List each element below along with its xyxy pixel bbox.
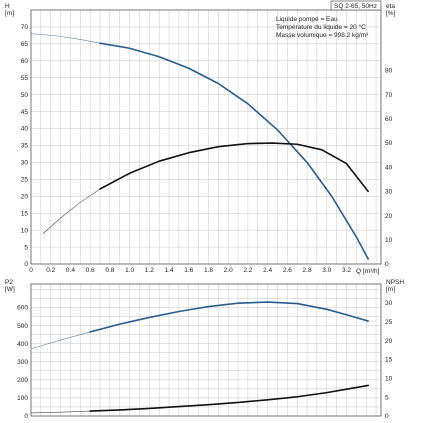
power-curve [89,301,369,333]
top-left-y-tick-label: 15 [21,210,29,217]
bottom-right-y-tick-label: 30 [385,300,393,307]
bottom-right-y-tick-label: 25 [385,319,393,326]
bottom-left-y-tick-label: 600 [17,305,28,312]
top-left-y-tick-label: 10 [21,227,29,234]
bottom-right-y-tick-label: 20 [385,338,393,345]
x-tick-label: 1.8 [204,267,213,274]
top-left-y-tick-label: 0 [24,261,28,268]
bottom-left-y-tick-label: 300 [17,359,28,366]
bottom-left-axis-label-symbol: P2 [5,279,13,286]
model-label: SQ 2-65, 50Hz [334,3,377,10]
x-tick-label: 2.0 [224,267,233,274]
top-left-y-tick-label: 40 [21,126,29,133]
x-tick-label: 3.0 [322,267,331,274]
bottom-right-y-tick-label: 5 [385,394,389,401]
bottom-plot-grid [31,284,381,416]
bottom-left-y-tick-label: 200 [17,377,28,384]
bottom-right-y-tick-label: 15 [385,357,393,364]
top-right-y-tick-label: 50 [385,140,393,147]
x-tick-label: 2.6 [283,267,292,274]
power-curve-extrapolated-segment [30,331,91,350]
bottom-plot-frame [30,283,382,417]
bottom-left-y-tick-label: 0 [24,413,28,420]
bottom-left-y-tick-label: 500 [17,323,28,330]
top-right-y-tick-label: 30 [385,189,393,196]
bottom-left-y-tick-label: 400 [17,341,28,348]
bottom-right-axis-label-unit: [m] [386,286,395,293]
top-right-y-tick-label: 80 [385,68,393,75]
head-curve [99,42,369,260]
x-tick-label: 0.4 [66,267,75,274]
top-right-axis-label-unit: [%] [386,10,396,17]
top-right-y-tick-label: 40 [385,164,393,171]
top-left-y-tick-label: 5 [24,244,28,251]
x-tick-label: 1.0 [125,267,134,274]
top-left-y-tick-label: 30 [21,160,29,167]
bottom-left-axis-label-unit: [W] [5,286,15,293]
top-right-y-tick-label: 60 [385,116,393,123]
top-plot-frame [30,9,382,265]
info-line-temperature: Température du liquide = 20 °C [276,23,366,31]
top-left-y-tick-label: 35 [21,143,29,150]
top-right-y-tick-label: 20 [385,213,393,220]
series-layer [30,33,369,414]
top-left-y-tick-label: 50 [21,92,29,99]
top-left-y-tick-label: 45 [21,109,29,116]
top-left-axis-label-symbol: H [5,3,10,10]
x-tick-label: 1.6 [184,267,193,274]
top-right-y-tick-label: 0 [385,261,389,268]
top-left-y-tick-label: 70 [21,24,29,31]
top-left-y-tick-label: 65 [21,41,29,48]
top-plot-grid [31,10,381,264]
top-right-axis-label-symbol: eta [386,3,395,10]
bottom-right-axis-label-symbol: NPSH [386,279,404,286]
x-tick-label: 1.2 [145,267,154,274]
top-left-y-tick-label: 25 [21,177,29,184]
x-tick-label: 0 [29,267,33,274]
top-right-y-tick-label: 10 [385,237,393,244]
x-tick-label: 3.2 [342,267,351,274]
bottom-left-y-tick-label: 100 [17,395,28,402]
x-tick-label: 2.8 [303,267,312,274]
efficiency-curve-extrapolated-segment [42,188,101,234]
x-tick-label: 0.2 [46,267,55,274]
x-tick-label: 0.6 [86,267,95,274]
top-left-y-tick-label: 55 [21,75,29,82]
x-tick-label: 1.4 [165,267,174,274]
top-right-y-tick-label: 70 [385,92,393,99]
x-tick-label: 2.2 [243,267,252,274]
info-line-liquid: Liquide pompé = Eau [276,16,338,23]
bottom-right-y-tick-label: 0 [385,413,389,420]
head-curve-extrapolated-segment [30,33,101,44]
tick-labels: 0 0.2 0.4 0.6 0.8 1.0 1.2 1.4 1.6 1.8 2.0 2.2 2.4 2.6… [17,24,392,420]
info-line-density: Masse volumique = 998.2 kg/m³ [276,32,369,39]
top-left-y-tick-label: 20 [21,193,29,200]
efficiency-curve [99,142,369,193]
x-tick-label: 2.4 [263,267,272,274]
x-axis-label: Q [m³/h] [356,268,380,275]
top-left-axis-label-unit: [m] [5,10,14,17]
model-label-box [330,0,382,11]
bottom-right-y-tick-label: 10 [385,375,393,382]
x-tick-label: 0.8 [105,267,114,274]
npsh-curve [89,384,369,412]
npsh-curve-extrapolated-segment [30,410,91,414]
top-left-y-tick-label: 60 [21,58,29,65]
